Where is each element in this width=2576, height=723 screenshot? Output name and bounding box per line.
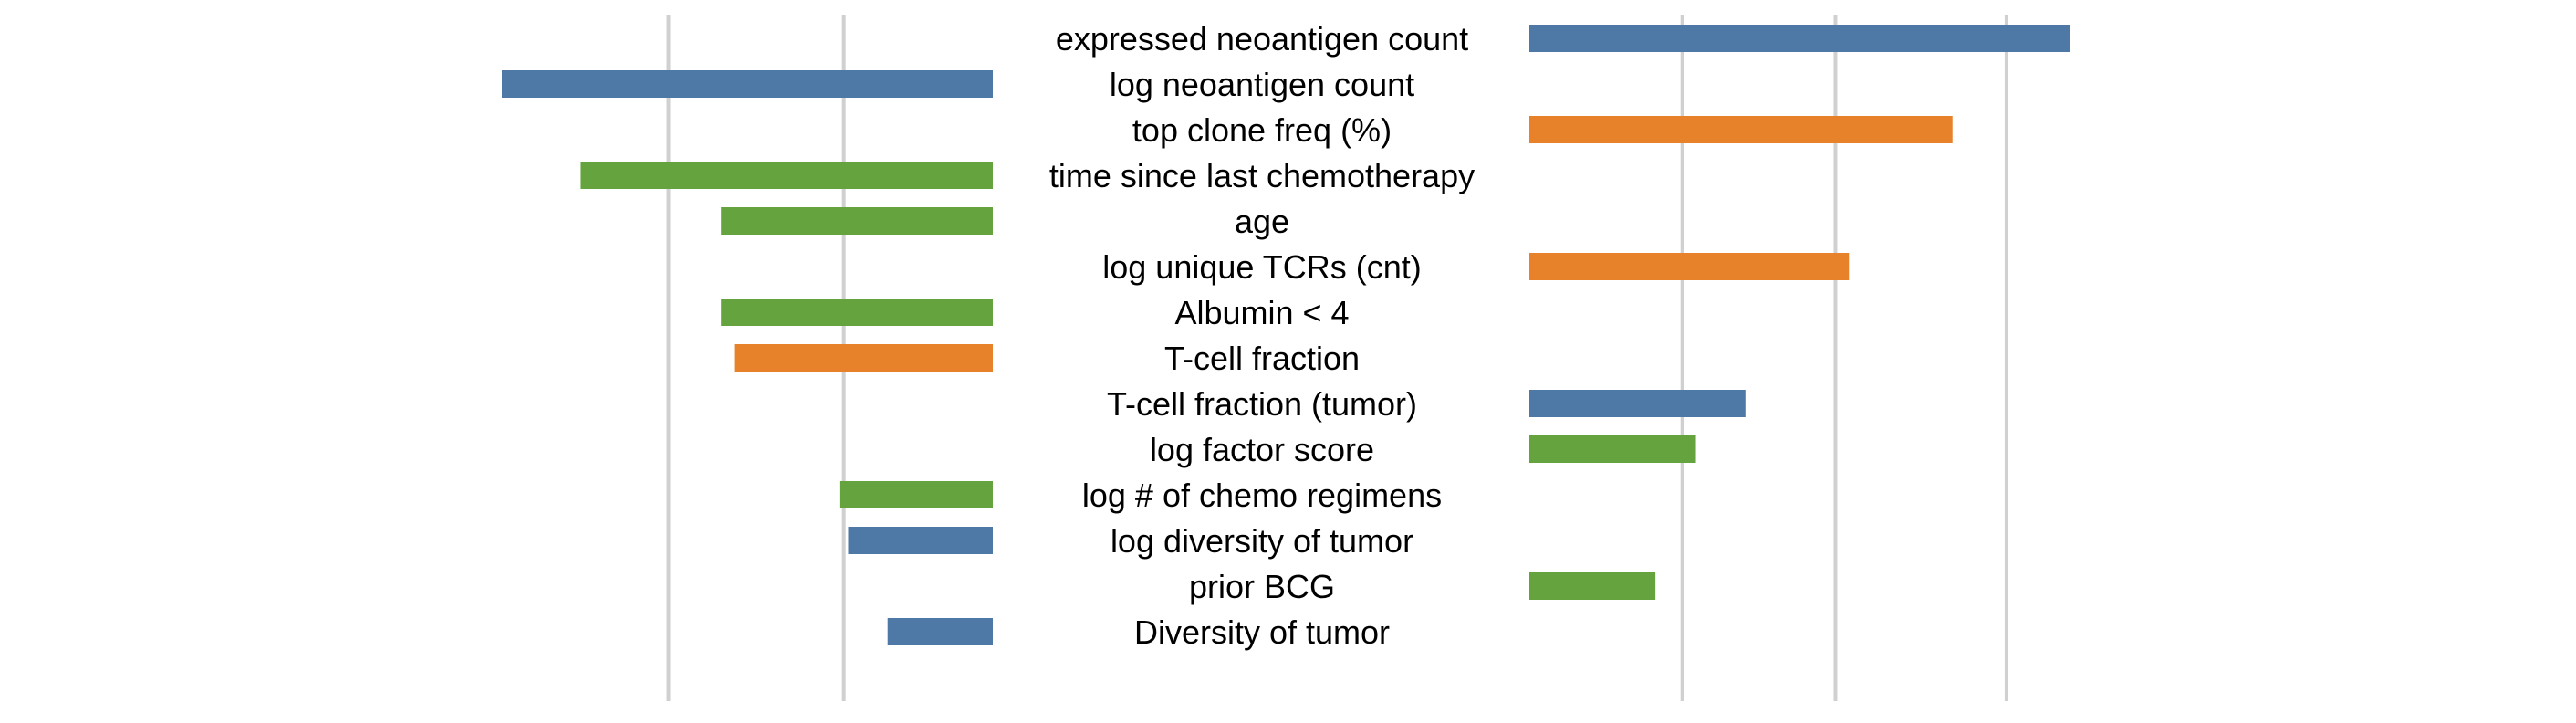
category-labels: expressed neoantigen count log neoantigen… [1049, 20, 1475, 651]
bar-left-4 [721, 207, 993, 235]
category-label-12: prior BCG [1189, 568, 1335, 605]
category-label-9: log factor score [1150, 431, 1374, 468]
category-label-4: age [1235, 203, 1289, 240]
bars [502, 25, 2070, 645]
bar-right-0 [1529, 25, 2070, 52]
bar-left-13 [887, 618, 993, 645]
category-label-6: Albumin < 4 [1174, 294, 1349, 331]
category-label-7: T-cell fraction [1164, 340, 1360, 377]
category-label-1: log neoantigen count [1110, 66, 1414, 103]
bar-right-12 [1529, 572, 1656, 600]
category-label-5: log unique TCRs (cnt) [1102, 248, 1422, 286]
category-label-2: top clone freq (%) [1132, 111, 1392, 149]
category-label-10: log # of chemo regimens [1082, 477, 1442, 514]
bar-left-3 [580, 162, 993, 189]
bar-right-2 [1529, 116, 1953, 143]
bar-left-6 [721, 299, 993, 326]
bar-right-5 [1529, 253, 1850, 280]
category-label-8: T-cell fraction (tumor) [1107, 385, 1417, 423]
bar-right-8 [1529, 390, 1746, 417]
bar-left-11 [848, 527, 993, 554]
category-label-13: Diversity of tumor [1134, 613, 1390, 651]
bar-right-9 [1529, 435, 1696, 463]
category-label-0: expressed neoantigen count [1056, 20, 1468, 58]
bar-left-1 [502, 70, 993, 98]
bar-left-7 [734, 344, 993, 372]
category-label-11: log diversity of tumor [1111, 522, 1413, 560]
category-label-3: time since last chemotherapy [1049, 157, 1475, 194]
bar-left-10 [839, 481, 993, 508]
